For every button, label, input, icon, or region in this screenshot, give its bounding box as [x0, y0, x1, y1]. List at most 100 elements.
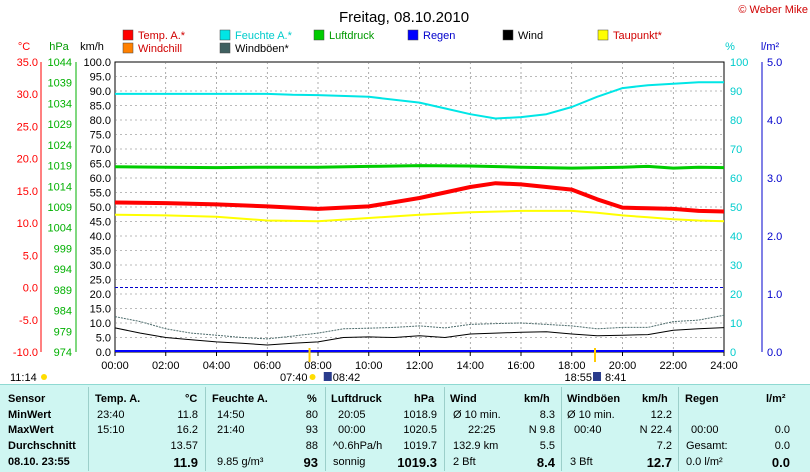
temp-tick-label: 10.0	[17, 218, 38, 230]
pressure-tick-label: 974	[54, 347, 72, 359]
pressure-tick-label: 1039	[48, 78, 72, 90]
moonset-time: 8:41	[605, 372, 626, 384]
gust-avg: 7.2	[656, 440, 672, 452]
legend-label: Regen	[423, 30, 455, 42]
wind-tick-label: 10.0	[90, 318, 111, 330]
legend-label: Feuchte A.*	[235, 30, 293, 42]
sunset-time: 18:55	[564, 372, 592, 384]
x-tick-label: 12:00	[406, 360, 434, 372]
hum-abs: 9.85 g/m³	[217, 456, 264, 468]
humidity-tick-label: 40	[730, 231, 742, 243]
chart-series	[114, 81, 725, 352]
header-hum: Feuchte A.	[212, 393, 268, 405]
legend-swatch	[313, 29, 325, 41]
x-tick-label: 02:00	[152, 360, 180, 372]
temp-tick-label: 20.0	[17, 154, 38, 166]
pressure-tick-label: 1009	[48, 202, 72, 214]
pressure-tick-label: 1019	[48, 161, 72, 173]
temp-avg: 13.57	[170, 440, 198, 452]
row-label-now: 08.10. 23:55	[8, 456, 70, 468]
legend-label: Windböen*	[235, 43, 290, 55]
pressure-tick-label: 984	[54, 306, 72, 318]
legend-label: Wind	[518, 30, 543, 42]
series-line	[114, 327, 725, 346]
chart-title: Freitag, 08.10.2010	[339, 9, 469, 26]
hum-max-time: 21:40	[217, 424, 245, 436]
wind-tick-label: 55.0	[90, 188, 111, 200]
x-tick-label: 22:00	[659, 360, 687, 372]
wind-tick-label: 80.0	[90, 115, 111, 127]
header-gust: Windböen	[567, 393, 621, 405]
x-tick-label: 14:00	[456, 360, 484, 372]
legend-label: Windchill	[138, 43, 182, 55]
legend-swatch	[407, 29, 419, 41]
moon-icon	[323, 372, 332, 381]
x-tick-label: 10:00	[355, 360, 383, 372]
press-max: 1020.5	[403, 424, 437, 436]
temp-tick-label: 25.0	[17, 121, 38, 133]
x-tick-label: 06:00	[253, 360, 281, 372]
pressure-tick-label: 994	[54, 264, 72, 276]
rain-tick-label: 0.0	[767, 347, 782, 359]
humidity-tick-label: 60	[730, 173, 742, 185]
rain-max: 0.0	[774, 424, 790, 436]
moon-icon	[593, 372, 602, 381]
temp-tick-label: 5.0	[23, 250, 38, 262]
x-tick-label: 18:00	[558, 360, 586, 372]
series-line	[115, 81, 724, 120]
temp-min: 11.8	[177, 409, 198, 421]
wind-tick-label: 30.0	[90, 260, 111, 272]
wind-avg10-label: Ø 10 min.	[453, 409, 501, 421]
press-max-time: 00:00	[338, 424, 366, 436]
press-trend: ^0.6hPa/h	[333, 440, 383, 452]
humidity-tick-label: 0	[730, 347, 736, 359]
gust-avg10-label: Ø 10 min.	[567, 409, 615, 421]
pressure-tick-label: 1024	[48, 140, 72, 152]
rain-now-label: 0.0 l/m²	[686, 456, 723, 468]
series-line	[114, 164, 725, 170]
wind-tick-label: 45.0	[90, 217, 111, 229]
pressure-tick-label: 1034	[48, 98, 72, 110]
x-axis-ticks: 00:00 02:00 04:00 06:00 08:00 10:00 12:00 14:00…	[101, 352, 738, 372]
wind-tick-label: 15.0	[90, 304, 111, 316]
row-label-max: MaxWert	[8, 424, 54, 436]
pressure-tick-label: 1044	[48, 57, 72, 69]
press-now: 1019.3	[397, 455, 437, 470]
pressure-tick-label: 999	[54, 243, 72, 255]
wind-distance: 132.9 km	[453, 440, 499, 452]
humidity-tick-label: 100	[730, 57, 748, 69]
temp-max-time: 15:10	[97, 424, 125, 436]
sun-icon	[41, 374, 47, 380]
rain-tick-label: 1.0	[767, 289, 782, 301]
wind-tick-label: 50.0	[90, 202, 111, 214]
legend-label: Temp. A.*	[138, 30, 186, 42]
wind-tick-label: 85.0	[90, 101, 111, 113]
hum-now: 93	[303, 455, 318, 470]
pressure-tick-label: 979	[54, 326, 72, 338]
press-min-time: 20:05	[338, 409, 366, 421]
temp-max: 16.2	[176, 424, 198, 436]
humidity-tick-label: 20	[730, 289, 742, 301]
x-tick-label: 16:00	[507, 360, 535, 372]
rain-tick-label: 4.0	[767, 115, 782, 127]
legend: Temp. A.* Feuchte A.* Luftdruck Regen Wind Ta…	[122, 29, 663, 55]
rain-axis-unit: l/m²	[761, 41, 780, 53]
wind-tick-label: 0.0	[96, 347, 111, 359]
legend-swatch	[122, 29, 134, 41]
legend-swatch	[219, 29, 231, 41]
temp-axis-unit: °C	[18, 41, 30, 53]
humidity-tick-label: 30	[730, 260, 742, 272]
humidity-tick-label: 10	[730, 318, 742, 330]
gust-avg10: 12.2	[650, 409, 672, 421]
pressure-tick-label: 1014	[48, 181, 72, 193]
rain-max-time: 00:00	[691, 424, 719, 436]
gust-max-dir: N 22.4	[639, 424, 672, 436]
gust-max-time: 00:40	[574, 424, 602, 436]
wind-avg10: 8.3	[539, 409, 555, 421]
temp-tick-label: 35.0	[17, 57, 38, 69]
temp-tick-label: 0.0	[23, 283, 38, 295]
rain-now: 0.0	[771, 455, 790, 470]
header-gust-unit: km/h	[642, 393, 668, 405]
row-label-avg: Durchschnitt	[8, 440, 76, 452]
wind-tick-label: 20.0	[90, 289, 111, 301]
